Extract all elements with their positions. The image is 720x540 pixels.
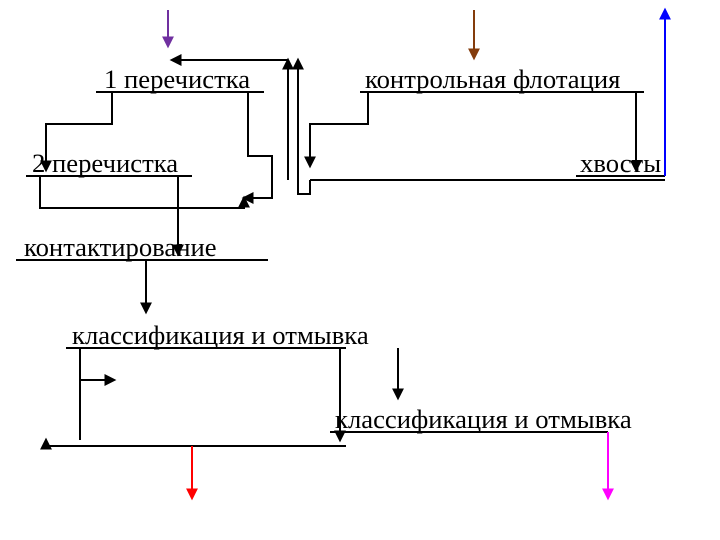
label-cleaning1: 1 перечистка: [104, 64, 250, 95]
label-control_flotation: контрольная флотация: [365, 64, 620, 95]
label-tails: хвосты: [580, 148, 661, 179]
label-classification2: классификация и отмывка: [335, 404, 632, 435]
label-cleaning2: 2 перечистка: [32, 148, 178, 179]
label-classification1: классификация и отмывка: [72, 320, 369, 351]
label-contact: контактирование: [24, 232, 217, 263]
